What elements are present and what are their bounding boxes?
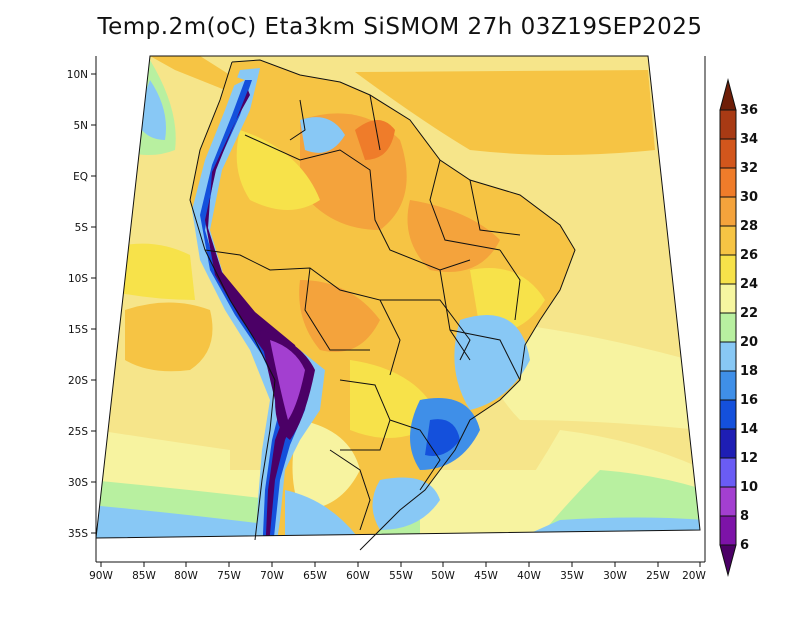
colorbar-label: 32 bbox=[740, 161, 758, 176]
lat-label: 25S bbox=[68, 426, 88, 438]
lon-label: 25W bbox=[646, 570, 670, 582]
colorbar-segment bbox=[719, 457, 737, 488]
colorbar-segment bbox=[719, 283, 737, 314]
colorbar-segment bbox=[719, 254, 737, 285]
colorbar-label: 14 bbox=[740, 422, 758, 437]
colorbar-segment bbox=[719, 515, 737, 546]
map-title: Temp.2m(oC) Eta3km SiSMOM 27h 03Z19SEP20… bbox=[97, 14, 703, 40]
colorbar-segment bbox=[719, 370, 737, 401]
colorbar-label: 8 bbox=[740, 509, 749, 524]
lon-label: 75W bbox=[217, 570, 241, 582]
colorbar-segment bbox=[719, 486, 737, 517]
lat-label: 10N bbox=[67, 69, 88, 81]
colorbar-label: 18 bbox=[740, 364, 758, 379]
colorbar-label: 6 bbox=[740, 538, 749, 553]
central-america bbox=[150, 56, 245, 90]
lat-label: 30S bbox=[68, 477, 88, 489]
colorbar-label: 34 bbox=[740, 132, 758, 147]
map-frame bbox=[95, 55, 701, 539]
lat-label: EQ bbox=[73, 171, 88, 183]
lon-label: 40W bbox=[517, 570, 541, 582]
colorbar-label: 10 bbox=[740, 480, 758, 495]
lon-label: 80W bbox=[174, 570, 198, 582]
colorbar-segment bbox=[719, 196, 737, 227]
lon-label: 35W bbox=[560, 570, 584, 582]
lat-label: 5S bbox=[75, 222, 89, 234]
colorbar-bottom-arrow bbox=[719, 544, 737, 577]
colorbar-label: 12 bbox=[740, 451, 758, 466]
colorbar-segment bbox=[719, 341, 737, 372]
colorbar-label: 22 bbox=[740, 306, 758, 321]
colorbar-segment bbox=[719, 109, 737, 140]
colorbar-segment bbox=[719, 428, 737, 459]
lon-label: 50W bbox=[431, 570, 455, 582]
colorbar-label: 26 bbox=[740, 248, 758, 263]
latitude-axis: 10N 5N EQ 5S 10S 15S 20S 25S 30S 35S bbox=[67, 69, 96, 540]
lon-label: 55W bbox=[389, 570, 413, 582]
lon-label: 85W bbox=[132, 570, 156, 582]
colorbar-label: 28 bbox=[740, 219, 758, 234]
colorbar-label: 20 bbox=[740, 335, 758, 350]
country-borders bbox=[189, 59, 576, 551]
lat-label: 15S bbox=[68, 324, 88, 336]
longitude-axis: 90W 85W 80W 75W 70W 65W 60W 55W 50W 45W … bbox=[89, 562, 706, 582]
lon-label: 65W bbox=[303, 570, 327, 582]
colorbar-segment bbox=[719, 312, 737, 343]
lon-label: 30W bbox=[603, 570, 627, 582]
lat-label: 10S bbox=[68, 273, 88, 285]
colorbar-label: 24 bbox=[740, 277, 758, 292]
lat-label: 35S bbox=[68, 528, 88, 540]
colorbar-segment bbox=[719, 138, 737, 169]
lon-label: 70W bbox=[260, 570, 284, 582]
colorbar-label: 30 bbox=[740, 190, 758, 205]
lat-label: 5N bbox=[73, 120, 88, 132]
colorbar-label: 36 bbox=[740, 103, 758, 118]
lon-label: 20W bbox=[682, 570, 706, 582]
lon-label: 90W bbox=[89, 570, 113, 582]
colorbar-segment bbox=[719, 167, 737, 198]
colorbar: 36 34 32 30 28 26 24 22 20 18 16 14 12 1… bbox=[719, 78, 758, 577]
lat-label: 20S bbox=[68, 375, 88, 387]
colorbar-label: 16 bbox=[740, 393, 758, 408]
lon-label: 45W bbox=[474, 570, 498, 582]
colorbar-segment bbox=[719, 399, 737, 430]
lon-label: 60W bbox=[346, 570, 370, 582]
colorbar-top-arrow bbox=[719, 78, 737, 111]
colorbar-segment bbox=[719, 225, 737, 256]
